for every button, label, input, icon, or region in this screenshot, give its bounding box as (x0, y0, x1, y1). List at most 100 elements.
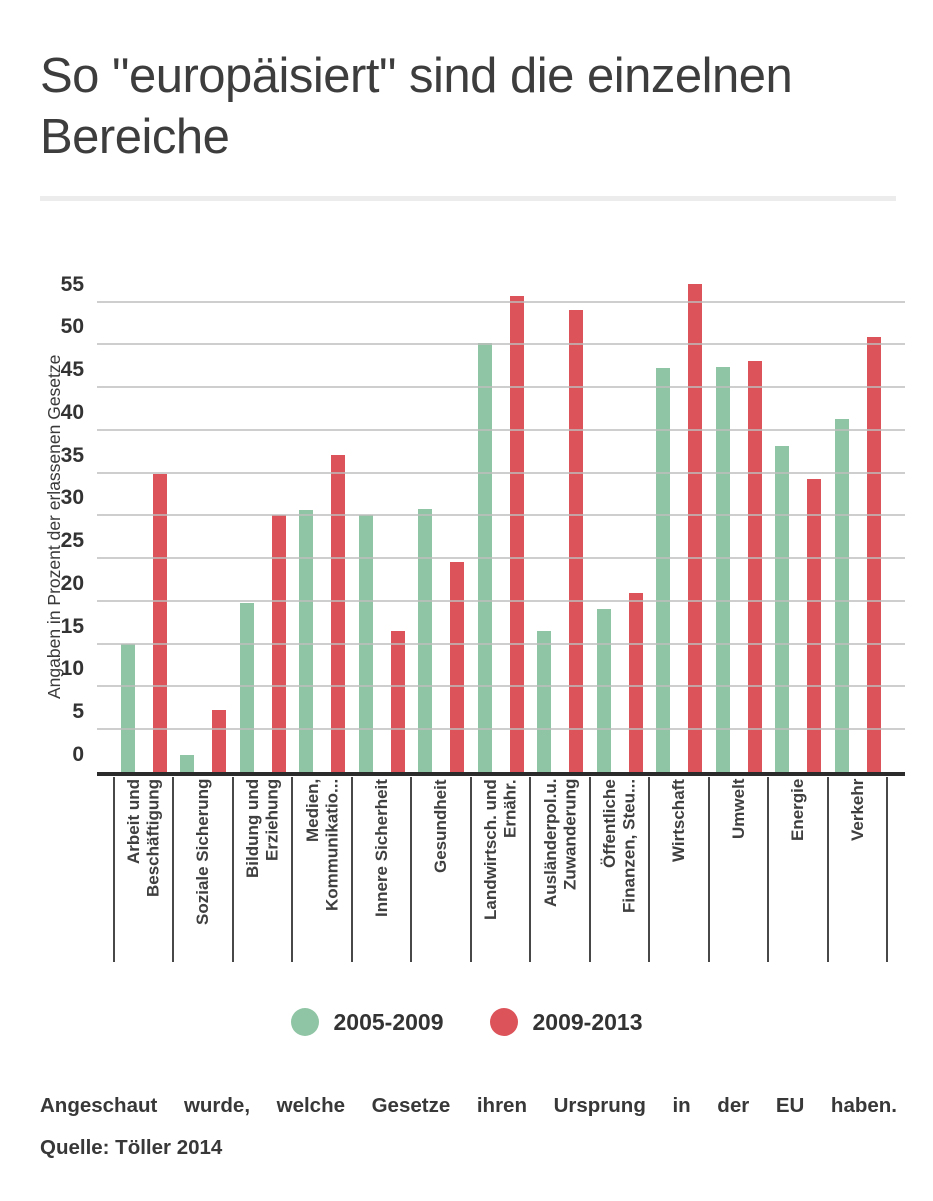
category-label-text: Gesundheit (431, 779, 451, 873)
bar-2009-2013 (450, 562, 464, 772)
category-separator (588, 777, 591, 962)
gridline (97, 599, 905, 602)
gridline (97, 386, 905, 389)
bar-2009-2013 (390, 631, 405, 772)
bar-2005-2009 (418, 509, 432, 772)
footer-source: Quelle: Töller 2014 (40, 1136, 223, 1159)
gridline (97, 728, 905, 731)
bar-2009-2013 (509, 296, 524, 772)
legend-item-2009-2013: 2009-2013 (489, 1008, 643, 1036)
bar-2009-2013 (747, 361, 762, 772)
category-label: Soziale Sicherung (175, 779, 231, 960)
legend-label-2005-2009: 2005-2009 (333, 1008, 444, 1035)
bar-2009-2013 (807, 479, 821, 772)
gridline (97, 514, 905, 517)
chart-title: So "europäisiert" sind die einzelnen Ber… (40, 49, 793, 164)
bar-2009-2013 (331, 455, 345, 772)
bar-2005-2009 (180, 755, 194, 772)
y-tick-label: 55 (60, 272, 84, 296)
y-tick-label: 20 (60, 571, 84, 595)
category-label: Landwirtsch. und Ernähr. (473, 779, 529, 960)
x-axis-line (97, 772, 905, 776)
category-label-text: Innere Sicherheit (371, 779, 391, 917)
gridline (97, 428, 905, 431)
category-label: Innere Sicherheit (354, 779, 410, 960)
y-tick-label: 15 (60, 614, 84, 638)
bar-2005-2009 (834, 419, 849, 772)
gridline (97, 300, 905, 303)
category-label: Umwelt (711, 779, 767, 960)
category-separator (410, 777, 413, 962)
category-label: Medien, Kommunikatio... (294, 779, 350, 960)
bar-2005-2009 (239, 603, 254, 772)
y-tick-label: 0 (72, 743, 84, 766)
gridline (97, 642, 905, 645)
category-label: Energie (770, 779, 826, 960)
category-label: Arbeit und Beschäftigung (116, 779, 172, 960)
category-separator (112, 777, 115, 962)
category-label: Wirtschaft (651, 779, 707, 960)
bar-2009-2013 (688, 284, 702, 772)
bar-2009-2013 (628, 593, 643, 772)
bar-2009-2013 (212, 710, 226, 772)
y-tick-label: 35 (60, 443, 84, 467)
category-label-text: Verkehr (847, 779, 867, 842)
gridline (97, 557, 905, 560)
bar-2009-2013 (152, 474, 167, 772)
y-tick-label: 40 (60, 400, 84, 424)
category-label: Öffentliche Finanzen, Steu... (592, 779, 648, 960)
category-label-text: Ausländerpol.u. Zuwanderung (540, 779, 580, 908)
category-label: Ausländerpol.u. Zuwanderung (532, 779, 588, 960)
category-label: Gesundheit (413, 779, 469, 960)
bar-2005-2009 (299, 510, 313, 772)
category-separator (529, 777, 532, 962)
bar-2005-2009 (120, 644, 135, 772)
category-label-text: Bildung und Erziehung (243, 779, 282, 879)
category-label-text: Medien, Kommunikatio... (302, 779, 342, 912)
category-separator (826, 777, 829, 962)
category-separator (469, 777, 472, 962)
y-tick-label: 10 (60, 657, 84, 681)
legend: 2005-2009 2009-2013 (0, 1008, 933, 1036)
gridline (97, 471, 905, 474)
legend-label-2009-2013: 2009-2013 (532, 1008, 643, 1035)
category-label-text: Öffentliche Finanzen, Steu... (600, 779, 639, 914)
category-separator (172, 777, 175, 962)
y-tick-label: 45 (60, 358, 84, 382)
gridline (97, 343, 905, 346)
category-label-text: Energie (788, 779, 808, 842)
category-separator (886, 777, 889, 962)
bar-2005-2009 (775, 446, 789, 772)
footer-note: Angeschaut wurde, welche Gesetze ihren U… (40, 1094, 897, 1117)
category-label-text: Umwelt (728, 779, 748, 840)
y-tick-label: 50 (60, 315, 84, 339)
category-label-text: Arbeit und Beschäftigung (124, 779, 163, 898)
gridline (97, 685, 905, 688)
category-label: Verkehr (830, 779, 886, 960)
title-divider (40, 196, 896, 201)
category-label: Bildung und Erziehung (235, 779, 291, 960)
bar-2005-2009 (656, 368, 670, 772)
category-separator (648, 777, 651, 962)
legend-swatch-green-icon (290, 1008, 319, 1036)
y-tick-label: 25 (60, 529, 84, 553)
legend-swatch-red-icon (489, 1008, 518, 1036)
category-label-text: Landwirtsch. und Ernähr. (481, 779, 520, 920)
bar-2005-2009 (715, 367, 730, 772)
bar-2005-2009 (596, 609, 611, 772)
category-separator (707, 777, 710, 962)
category-label-text: Wirtschaft (669, 779, 689, 862)
category-separator (231, 777, 234, 962)
y-tick-label: 5 (72, 700, 84, 724)
bar-2009-2013 (866, 337, 881, 772)
category-separator (291, 777, 294, 962)
y-tick-label: 30 (60, 486, 84, 510)
category-separator (767, 777, 770, 962)
category-label-text: Soziale Sicherung (193, 779, 213, 926)
bar-2005-2009 (537, 631, 551, 772)
bar-2009-2013 (569, 310, 583, 772)
category-separator (350, 777, 353, 962)
legend-item-2005-2009: 2005-2009 (290, 1008, 444, 1036)
